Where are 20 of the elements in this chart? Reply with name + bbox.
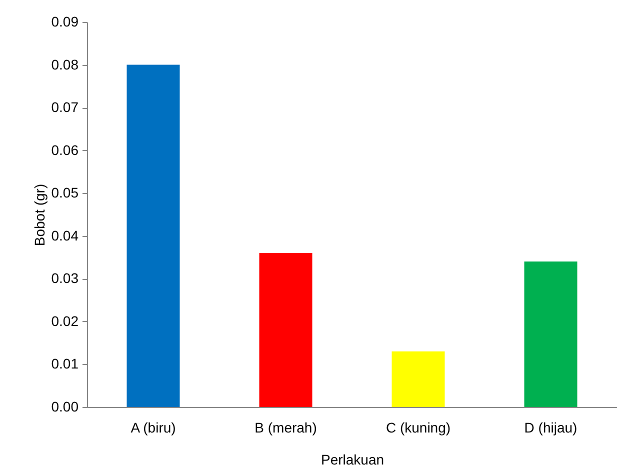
y-tick-label: 0.02 [51, 312, 79, 329]
bar [392, 351, 445, 407]
y-tick-label: 0.05 [51, 184, 79, 201]
x-tick-label: A (biru) [130, 420, 176, 436]
bar [126, 64, 180, 407]
y-tick-label: 0.06 [51, 142, 79, 158]
y-tick-label: 0.09 [51, 14, 79, 30]
y-tick-label: 0.03 [51, 270, 79, 286]
y-tick-label: 0.07 [51, 99, 79, 116]
x-axis-title: Perlakuan [320, 452, 384, 468]
y-axis-title: Bobot (gr) [31, 184, 48, 246]
x-tick-label: C (kuning) [386, 420, 451, 436]
bar [259, 253, 312, 407]
x-tick-label: B (merah) [254, 420, 317, 436]
y-tick-label: 0.00 [51, 398, 79, 414]
bar [524, 262, 578, 407]
y-tick-label: 0.01 [51, 356, 79, 372]
y-tick-label: 0.04 [51, 227, 79, 244]
x-tick-label: D (hijau) [524, 420, 578, 436]
y-tick-label: 0.08 [51, 56, 79, 72]
